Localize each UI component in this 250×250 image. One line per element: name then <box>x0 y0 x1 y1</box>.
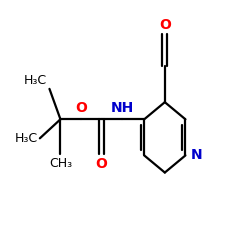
Text: O: O <box>159 18 171 32</box>
Text: H₃C: H₃C <box>24 74 47 87</box>
Text: O: O <box>75 101 87 115</box>
Text: O: O <box>96 157 108 171</box>
Text: N: N <box>190 148 202 162</box>
Text: NH: NH <box>111 101 134 115</box>
Text: CH₃: CH₃ <box>49 157 72 170</box>
Text: H₃C: H₃C <box>14 132 38 145</box>
